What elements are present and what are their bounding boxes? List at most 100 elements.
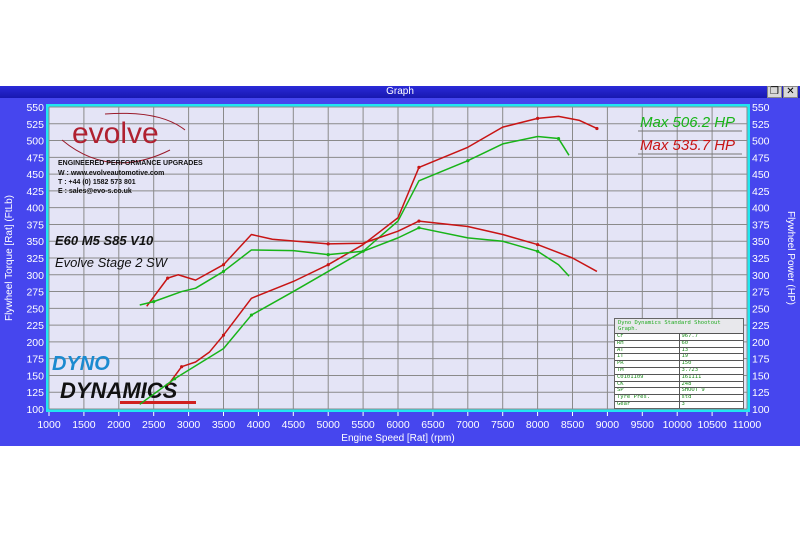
red-power-point bbox=[536, 116, 540, 121]
x-tick-label: 4000 bbox=[247, 419, 271, 431]
red-power-point bbox=[180, 365, 184, 369]
green-torque-line bbox=[139, 227, 570, 306]
y-axis-label-right: Flywheel Power (HP) bbox=[785, 211, 796, 305]
y-tick-label-left: 225 bbox=[26, 320, 44, 332]
x-tick-label: 7500 bbox=[491, 419, 515, 431]
info-table-row: PR 150 bbox=[615, 360, 743, 367]
info-table-row: C0101109 161111 bbox=[615, 373, 743, 381]
info-value: 19 bbox=[681, 354, 689, 360]
x-axis-label: Engine Speed [Rat] (rpm) bbox=[341, 433, 454, 444]
x-tick-label: 2000 bbox=[107, 419, 131, 431]
y-tick-label-right: 125 bbox=[752, 387, 770, 399]
info-label: RH bbox=[615, 340, 680, 347]
x-tick-label: 10500 bbox=[697, 419, 726, 431]
y-tick-label-left: 425 bbox=[26, 186, 44, 198]
green-power-point bbox=[173, 377, 177, 381]
y-tick-label-left: 325 bbox=[26, 253, 44, 265]
red-power-point bbox=[221, 333, 226, 337]
branding-tel: T : +44 (0) 1582 573 801 bbox=[58, 179, 136, 186]
green-torque-point bbox=[536, 249, 540, 253]
y-tick-label-left: 200 bbox=[26, 337, 44, 349]
branding-email: E : sales@evo-s.co.uk bbox=[58, 188, 132, 195]
y-tick-label-left: 275 bbox=[26, 287, 44, 299]
info-table-row: TM 3.723 bbox=[615, 366, 743, 374]
x-tick-label: 2500 bbox=[142, 419, 166, 431]
green-torque-point bbox=[221, 269, 226, 274]
y-tick-label-right: 400 bbox=[752, 203, 770, 215]
info-label: TM bbox=[615, 367, 680, 374]
info-value: std bbox=[681, 395, 692, 401]
y-tick-label-left: 525 bbox=[26, 119, 44, 131]
green-power-point bbox=[249, 313, 254, 317]
y-tick-label-right: 375 bbox=[752, 219, 770, 231]
info-label: IT bbox=[615, 354, 680, 361]
info-value: 3.723 bbox=[681, 367, 699, 373]
y-tick-label-left: 125 bbox=[26, 387, 44, 399]
y-tick-label-right: 350 bbox=[752, 236, 770, 248]
evolve-logo: evolve bbox=[72, 117, 159, 150]
green-torque-point bbox=[417, 226, 421, 230]
y-axis-label-left: Flywheel Torque [Rat] (FtLb) bbox=[4, 195, 15, 321]
y-tick-label-right: 300 bbox=[752, 270, 770, 282]
y-tick-label-right: 175 bbox=[752, 354, 770, 366]
info-label: CF bbox=[615, 334, 680, 340]
dyno-logo-bottom: DYNAMICS bbox=[60, 378, 178, 403]
info-value: 3 bbox=[681, 401, 685, 407]
tune-label: Evolve Stage 2 SW bbox=[55, 255, 169, 270]
info-label: Tyre Pres. bbox=[615, 395, 680, 401]
x-tick-label: 5500 bbox=[351, 419, 375, 431]
info-label: Gear bbox=[615, 401, 680, 408]
y-tick-label-left: 400 bbox=[26, 203, 44, 215]
y-tick-label-left: 250 bbox=[26, 303, 44, 315]
window-title: Graph bbox=[386, 86, 414, 97]
y-tick-label-right: 100 bbox=[752, 404, 770, 416]
logo-swoosh-bottom bbox=[61, 139, 171, 164]
y-tick-label-left: 150 bbox=[26, 370, 44, 382]
y-tick-label-left: 100 bbox=[26, 404, 44, 416]
info-label: PR bbox=[615, 361, 680, 367]
info-value: 161111 bbox=[681, 374, 702, 380]
y-tick-label-right: 200 bbox=[752, 337, 770, 349]
y-tick-label-right: 550 bbox=[752, 102, 770, 114]
max-green-label: Max 506.2 HP bbox=[640, 114, 735, 131]
info-value: 248 bbox=[681, 381, 692, 387]
info-table-row: IT 19 bbox=[615, 353, 743, 361]
info-value: 150 bbox=[681, 361, 692, 367]
green-power-point bbox=[556, 136, 561, 141]
x-tick-label: 1500 bbox=[72, 419, 96, 431]
info-table-row: CF 967.7 bbox=[615, 333, 743, 340]
red-torque-point bbox=[326, 242, 330, 246]
red-power-line bbox=[167, 115, 598, 386]
green-power-point bbox=[466, 159, 470, 163]
x-tick-label: 11000 bbox=[733, 419, 762, 431]
restore-icon[interactable]: ❐ bbox=[767, 86, 782, 98]
y-tick-label-right: 525 bbox=[752, 119, 770, 131]
close-icon[interactable]: ✕ bbox=[783, 86, 798, 98]
info-label: CK bbox=[615, 381, 680, 388]
red-torque-point bbox=[166, 276, 170, 280]
info-label: C0101109 bbox=[615, 374, 680, 381]
info-table-row: RH 60 bbox=[615, 339, 743, 347]
red-power-point bbox=[595, 126, 599, 131]
info-table-row: Tyre Pres. std bbox=[615, 394, 743, 401]
info-value: 967.7 bbox=[681, 334, 699, 339]
dyno-logo-stripe bbox=[120, 401, 196, 404]
info-table-row: Gear 3 bbox=[615, 400, 743, 408]
branding-web: W : www.evolveautomotive.com bbox=[58, 170, 164, 177]
y-tick-label-left: 500 bbox=[26, 136, 44, 148]
x-tick-label: 6000 bbox=[386, 419, 410, 431]
info-table-row: CK 248 bbox=[615, 380, 743, 388]
title-bar: Graph ❐ ✕ bbox=[0, 86, 800, 98]
info-table-row: SP SHOOT 9 bbox=[615, 387, 743, 395]
info-table: Dyno Dynamics Standard Shootout Graph. C… bbox=[614, 318, 744, 409]
y-tick-label-right: 225 bbox=[752, 320, 770, 332]
info-value: 60 bbox=[681, 340, 689, 346]
x-tick-label: 1000 bbox=[37, 419, 61, 431]
y-tick-label-left: 550 bbox=[26, 102, 44, 114]
x-tick-label: 7000 bbox=[456, 419, 480, 431]
x-tick-label: 4500 bbox=[282, 419, 306, 431]
info-value: 13 bbox=[681, 347, 689, 353]
x-tick-label: 10000 bbox=[663, 419, 692, 431]
red-power-point bbox=[326, 263, 330, 267]
x-tick-label: 8500 bbox=[561, 419, 585, 431]
